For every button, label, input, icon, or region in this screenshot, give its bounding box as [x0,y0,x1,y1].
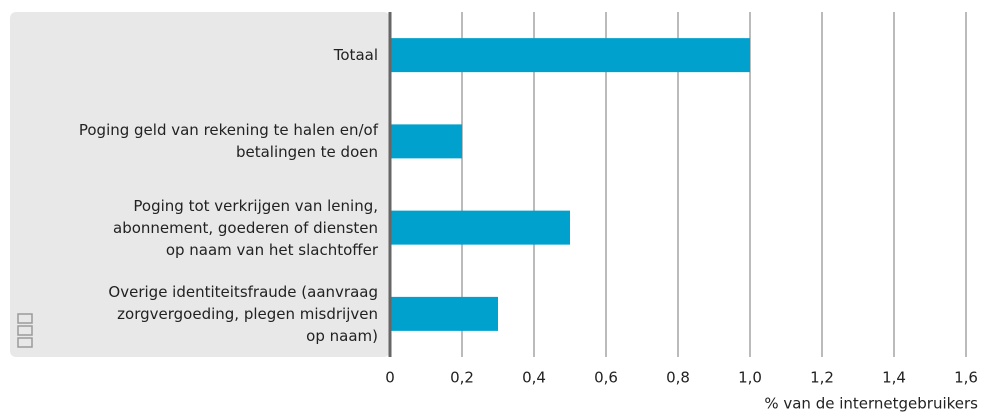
bar [390,296,498,331]
bar [390,124,462,159]
label-panel [10,12,390,357]
x-tick-label: 0,4 [522,369,546,387]
x-tick-label: 1,2 [810,369,834,387]
x-tick-label: 0 [385,369,395,387]
category-label: Poging geld van rekening te halen en/of … [78,121,378,162]
category-label: Totaal [333,46,378,65]
x-tick-label: 0,8 [666,369,690,387]
category-label: Poging tot verkrijgen van lening, abonne… [113,196,378,259]
bar [390,38,750,73]
logo [17,313,33,348]
x-axis-label: % van de internetgebruikers [764,395,978,413]
x-tick-label: 0,6 [594,369,618,387]
x-tick-label: 1,4 [882,369,906,387]
category-label: Overige identiteitsfraude (aanvraag zorg… [108,282,378,345]
bar [390,210,570,245]
x-tick-label: 1,6 [954,369,978,387]
x-tick-label: 1,0 [738,369,762,387]
x-tick-label: 0,2 [450,369,474,387]
